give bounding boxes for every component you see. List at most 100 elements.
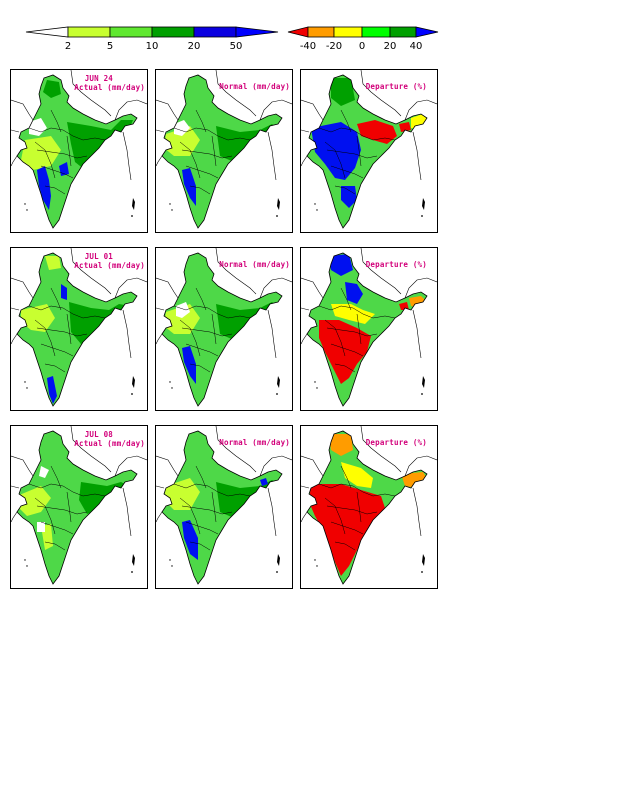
lakshadweep-islands bbox=[26, 387, 28, 389]
rainfall-region bbox=[329, 434, 353, 456]
rainfall-region bbox=[309, 484, 385, 576]
state-boundary bbox=[324, 141, 346, 179]
lakshadweep-islands bbox=[169, 381, 171, 383]
country-border bbox=[156, 511, 163, 523]
state-boundary bbox=[44, 185, 66, 195]
state-boundary bbox=[44, 541, 66, 551]
state-boundary bbox=[66, 313, 72, 345]
india-outline bbox=[16, 74, 138, 229]
country-border bbox=[122, 131, 132, 181]
rainfall-region bbox=[331, 304, 375, 324]
andaman-islands bbox=[277, 554, 280, 566]
india-outline bbox=[161, 430, 283, 585]
andaman-islands bbox=[277, 198, 280, 210]
rainfall-tick: 20 bbox=[188, 41, 201, 52]
india-map bbox=[11, 426, 147, 585]
country-border bbox=[412, 487, 422, 537]
rainfall-bin-below-2 bbox=[25, 26, 69, 38]
state-boundary bbox=[40, 165, 74, 179]
country-border bbox=[11, 333, 18, 345]
departure-map: Departure (%) bbox=[300, 425, 438, 589]
lakshadweep-islands bbox=[26, 565, 28, 567]
rainfall-region bbox=[204, 396, 212, 404]
state-boundary bbox=[185, 343, 219, 357]
state-boundary bbox=[36, 327, 88, 337]
map-date-label: JUL 01 bbox=[84, 252, 113, 261]
rainfall-region bbox=[341, 186, 357, 208]
departure-bin-m40-m20 bbox=[307, 26, 335, 38]
country-border bbox=[267, 487, 277, 537]
rainfall-region bbox=[399, 302, 409, 310]
country-border bbox=[70, 426, 112, 473]
country-border bbox=[301, 277, 324, 299]
andaman-islands bbox=[422, 554, 425, 566]
nicobar-islands bbox=[276, 571, 278, 573]
andaman-islands bbox=[422, 376, 425, 388]
departure-bin-20-40 bbox=[389, 26, 417, 38]
nicobar-islands bbox=[421, 393, 423, 395]
india-outline bbox=[16, 252, 138, 407]
rainfall-region bbox=[331, 78, 355, 106]
lakshadweep-islands bbox=[26, 209, 28, 211]
country-border bbox=[11, 129, 20, 133]
state-boundary bbox=[318, 127, 396, 141]
state-boundary bbox=[34, 497, 56, 535]
departure-tick: -20 bbox=[326, 41, 342, 52]
andaman-islands bbox=[422, 198, 425, 210]
rainfall-region bbox=[399, 122, 411, 132]
lakshadweep-islands bbox=[171, 565, 173, 567]
state-boundary bbox=[211, 491, 217, 523]
rainfall-region bbox=[341, 462, 373, 488]
country-border bbox=[412, 131, 422, 181]
india-map bbox=[11, 248, 147, 407]
lakshadweep-islands bbox=[314, 559, 316, 561]
map-title: Departure (%) bbox=[365, 260, 427, 269]
state-boundary bbox=[318, 305, 396, 319]
lakshadweep-islands bbox=[24, 381, 26, 383]
state-boundary bbox=[66, 135, 72, 167]
state-boundary bbox=[195, 109, 207, 133]
lakshadweep-islands bbox=[316, 209, 318, 211]
state-boundary bbox=[326, 327, 378, 337]
rainfall-region bbox=[37, 522, 45, 532]
india-outline bbox=[306, 430, 428, 585]
india-map bbox=[156, 70, 292, 229]
country-border bbox=[412, 309, 422, 359]
country-border bbox=[70, 248, 112, 295]
country-border bbox=[360, 426, 402, 473]
rainfall-region bbox=[311, 122, 361, 180]
rainfall-region bbox=[182, 168, 196, 206]
state-boundary bbox=[340, 465, 352, 489]
india-map bbox=[301, 248, 437, 407]
india-outline bbox=[161, 252, 283, 407]
country-border bbox=[114, 99, 147, 121]
state-boundary bbox=[173, 483, 251, 497]
lakshadweep-islands bbox=[171, 209, 173, 211]
state-boundary bbox=[40, 521, 74, 535]
state-boundary bbox=[324, 319, 346, 357]
lakshadweep-islands bbox=[24, 203, 26, 205]
country-border bbox=[404, 455, 437, 477]
india-map bbox=[156, 248, 292, 407]
rainfall-bin-20-50 bbox=[193, 26, 237, 38]
india-landmass bbox=[307, 75, 427, 228]
country-border bbox=[259, 99, 292, 121]
rainfall-region bbox=[319, 320, 371, 384]
rainfall-tick: 50 bbox=[230, 41, 243, 52]
country-border bbox=[11, 455, 34, 477]
rainfall-region bbox=[43, 80, 61, 98]
rainfall-region bbox=[37, 166, 51, 210]
departure-tick: 0 bbox=[359, 41, 365, 52]
lakshadweep-islands bbox=[316, 565, 318, 567]
rainfall-bin-5-10 bbox=[109, 26, 153, 38]
india-map bbox=[301, 426, 437, 585]
rainfall-bin-2-5 bbox=[67, 26, 111, 38]
andaman-islands bbox=[132, 554, 135, 566]
state-boundary bbox=[211, 135, 217, 167]
state-boundary bbox=[189, 541, 211, 551]
actual-rainfall-map: JUL 08 Actual (mm/day) bbox=[10, 425, 148, 589]
country-border bbox=[215, 426, 257, 473]
state-boundary bbox=[326, 505, 378, 515]
country-border bbox=[360, 70, 402, 117]
map-title: Actual (mm/day) bbox=[74, 261, 145, 270]
